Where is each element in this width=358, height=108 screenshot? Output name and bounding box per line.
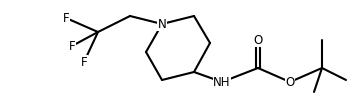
Text: NH: NH — [213, 75, 231, 88]
Text: O: O — [253, 33, 263, 47]
Text: O: O — [285, 75, 295, 88]
Text: F: F — [69, 40, 75, 52]
Text: F: F — [63, 11, 69, 25]
Text: F: F — [81, 56, 87, 68]
Text: N: N — [158, 17, 166, 30]
